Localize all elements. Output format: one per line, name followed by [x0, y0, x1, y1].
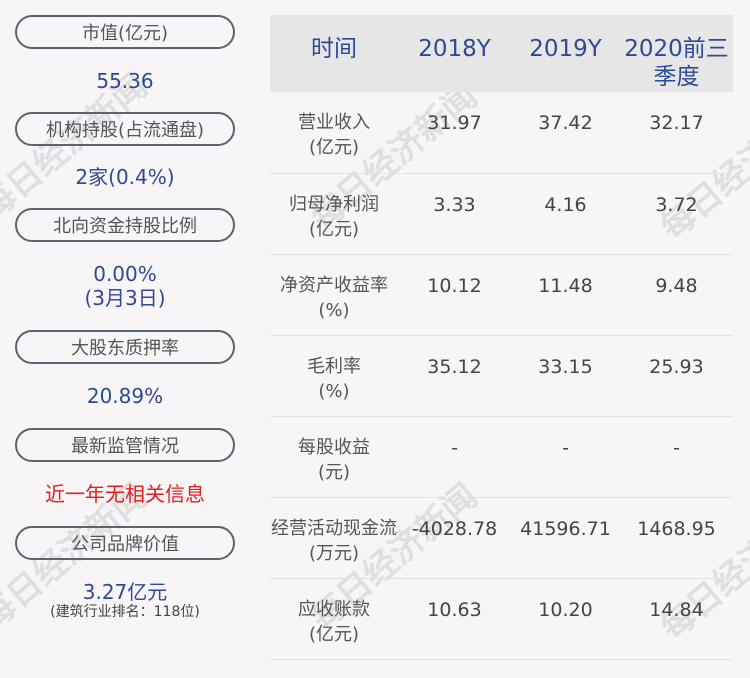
table-cell: 11.48 [511, 254, 620, 336]
table-cell: - [620, 416, 733, 498]
table-cell: 32.17 [620, 92, 733, 174]
metric-name: 毛利率 [307, 355, 361, 377]
table-cell: 1468.95 [620, 497, 733, 579]
metric-name: 经营活动现金流 [271, 517, 397, 539]
table-cell: 10.12 [398, 254, 511, 336]
metric-unit: (万元) [308, 542, 360, 564]
institution-holding-label: 机构持股(占流通盘) [15, 112, 235, 146]
metric-unit: (亿元) [308, 218, 360, 240]
table-cell: 14.84 [620, 578, 733, 660]
header-2018: 2018Y [398, 15, 511, 92]
metric-unit: (%) [318, 299, 350, 321]
table-cell: - [398, 416, 511, 498]
table-cell: 4.16 [511, 173, 620, 255]
table-row: 净资产收益率 (%) 10.12 11.48 9.48 [270, 254, 733, 336]
metric-unit: (亿元) [308, 623, 360, 645]
row-label: 每股收益 (元) [270, 416, 398, 498]
market-cap-value: 55.36 [96, 69, 154, 93]
row-label: 净资产收益率 (%) [270, 254, 398, 336]
table-row: 毛利率 (%) 35.12 33.15 25.93 [270, 335, 733, 417]
pledge-ratio-value: 20.89% [86, 384, 164, 408]
financial-table: 时间 2018Y 2019Y 2020前三季度 营业收入 (亿元) 31.97 37.… [270, 15, 733, 660]
table-cell: 3.33 [398, 173, 511, 255]
table-row: 营业收入 (亿元) 31.97 37.42 32.17 [270, 92, 733, 174]
table-cell: 41596.71 [511, 497, 620, 579]
table-cell: 9.48 [620, 254, 733, 336]
regulation-label: 最新监管情况 [15, 428, 235, 462]
header-2019: 2019Y [511, 15, 620, 92]
table-cell: 25.93 [620, 335, 733, 417]
northbound-value: 0.00% [93, 262, 157, 286]
table-cell: 3.72 [620, 173, 733, 255]
regulation-value: 近一年无相关信息 [45, 482, 205, 506]
metric-name: 应收账款 [298, 598, 370, 620]
metric-name: 净资产收益率 [280, 274, 388, 296]
metric-unit: (亿元) [308, 137, 360, 158]
metric-name: 归母净利润 [289, 193, 379, 215]
table-cell: 33.15 [511, 335, 620, 417]
table-row: 每股收益 (元) - - - [270, 416, 733, 498]
table-header: 时间 2018Y 2019Y 2020前三季度 [270, 15, 733, 92]
header-time: 时间 [270, 15, 398, 92]
row-label: 毛利率 (%) [270, 335, 398, 417]
table-cell: -4028.78 [398, 497, 511, 579]
table-cell: 37.42 [511, 92, 620, 174]
table-cell: 10.63 [398, 578, 511, 660]
brand-value-label: 公司品牌价值 [15, 526, 235, 560]
table-row: 归母净利润 (亿元) 3.33 4.16 3.72 [270, 173, 733, 255]
row-label: 营业收入 (亿元) [270, 92, 398, 174]
brand-rank-note: (建筑行业排名：118位) [50, 604, 200, 620]
header-2020: 2020前三季度 [620, 15, 733, 92]
table-cell: 35.12 [398, 335, 511, 417]
metric-unit: (%) [318, 380, 350, 402]
table-row: 经营活动现金流 (万元) -4028.78 41596.71 1468.95 [270, 497, 733, 579]
metric-name: 营业收入 [298, 112, 370, 133]
table-row: 应收账款 (亿元) 10.63 10.20 14.84 [270, 578, 733, 660]
stock-summary-panel: 市值(亿元) 55.36 机构持股(占流通盘) 2家(0.4%) 北向资金持股比… [15, 15, 235, 620]
institution-holding-value: 2家(0.4%) [75, 165, 175, 189]
table-cell: - [511, 416, 620, 498]
northbound-date: (3月3日) [84, 286, 166, 310]
row-label: 归母净利润 (亿元) [270, 173, 398, 255]
table-cell: 31.97 [398, 92, 511, 174]
row-label: 经营活动现金流 (万元) [270, 497, 398, 579]
metric-unit: (元) [317, 461, 351, 483]
row-label: 应收账款 (亿元) [270, 578, 398, 660]
metric-name: 每股收益 [298, 436, 370, 458]
table-cell: 10.20 [511, 578, 620, 660]
brand-value: 3.27亿元 [82, 580, 168, 604]
pledge-ratio-label: 大股东质押率 [15, 330, 235, 364]
northbound-label: 北向资金持股比例 [15, 208, 235, 242]
market-cap-label: 市值(亿元) [15, 15, 235, 49]
